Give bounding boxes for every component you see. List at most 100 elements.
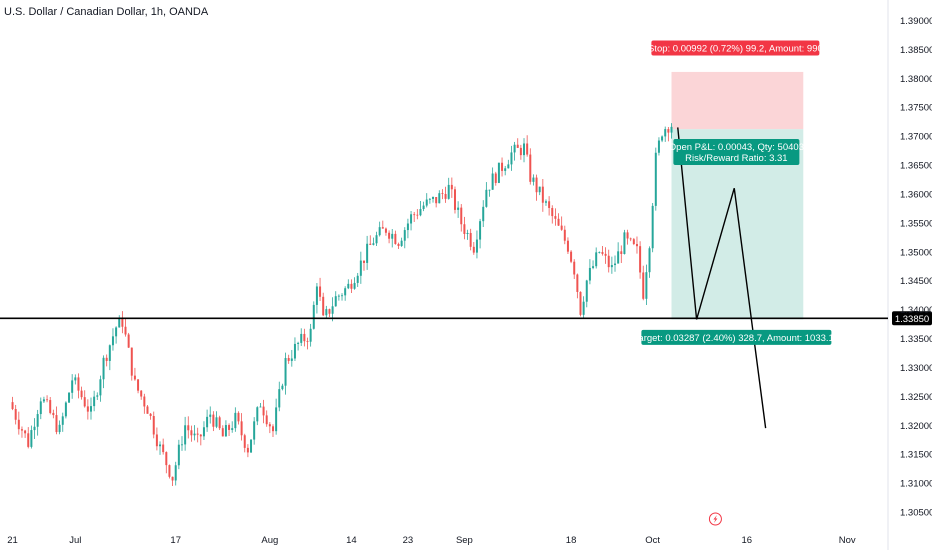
candle-body <box>256 407 259 422</box>
candle-body <box>466 232 469 234</box>
candle-body <box>240 421 243 436</box>
candle-body <box>604 253 607 256</box>
candle-body <box>108 345 111 361</box>
candle-body <box>488 189 491 191</box>
candle-body <box>231 428 234 430</box>
time-tick-label: Sep <box>456 535 473 546</box>
candle-body <box>554 216 557 219</box>
pnl-label-text: Risk/Reward Ratio: 3.31 <box>685 153 787 164</box>
price-tick-label: 1.38000 <box>900 74 932 85</box>
candle-body <box>202 427 205 437</box>
price-tick-label: 1.35000 <box>900 247 932 258</box>
candle-body <box>607 255 610 268</box>
candle-body <box>595 252 598 267</box>
candle-body <box>419 209 422 216</box>
position-labels: Stop: 0.00992 (0.72%) 99.2, Amount: 990 O… <box>634 40 839 345</box>
candle-body <box>199 434 202 437</box>
candle-body <box>664 129 667 137</box>
candle-body <box>626 232 629 239</box>
candle-body <box>491 173 494 190</box>
candle-body <box>438 193 441 204</box>
candle-body <box>111 336 114 346</box>
candle-body <box>99 379 102 396</box>
price-tick-label: 1.33500 <box>900 334 932 345</box>
candle-body <box>36 414 39 427</box>
candle-body <box>290 358 293 361</box>
position-zones <box>671 71 804 320</box>
time-tick-label: 23 <box>403 535 414 546</box>
candle-body <box>610 265 613 268</box>
price-tick-label: 1.34000 <box>900 305 932 316</box>
candle-body <box>46 399 49 401</box>
candle-body <box>102 357 105 380</box>
candle-body <box>190 430 193 436</box>
candle-body <box>61 416 64 425</box>
candle-body <box>303 333 306 342</box>
candle-body <box>406 223 409 231</box>
candle-body <box>432 197 435 199</box>
candle-body <box>341 295 344 297</box>
candle-body <box>64 402 67 417</box>
candle-body <box>570 251 573 262</box>
candle-body <box>585 280 588 302</box>
candle-body <box>152 416 155 435</box>
candle-body <box>39 401 42 415</box>
candle-body <box>52 412 55 416</box>
candle-body <box>80 390 83 398</box>
symbol-title: U.S. Dollar / Canadian Dollar, 1h, OANDA <box>4 6 209 18</box>
candle-body <box>83 397 86 407</box>
candle-body <box>394 233 397 244</box>
candle-body <box>648 248 651 273</box>
price-tick-label: 1.39000 <box>900 16 932 27</box>
candle-body <box>325 309 328 316</box>
candle-body <box>93 396 96 407</box>
projection-path[interactable] <box>677 127 767 429</box>
time-tick-label: 21 <box>7 535 18 546</box>
candle-body <box>447 184 450 199</box>
candle-body <box>576 274 579 292</box>
candle-body <box>193 433 196 436</box>
candle-body <box>510 152 513 165</box>
candle-body <box>651 205 654 249</box>
candle-body <box>137 379 140 391</box>
price-tick-label: 1.35500 <box>900 218 932 229</box>
candle-body <box>184 425 187 445</box>
candle-body <box>548 201 551 208</box>
candle-body <box>422 205 425 210</box>
candle-body <box>661 136 664 141</box>
candle-body <box>397 243 400 246</box>
stop-loss-zone[interactable] <box>671 71 804 130</box>
time-axis: 21 Jul 17 Aug 14 23 Sep 18 Oct 16 Nov <box>7 535 856 546</box>
candle-body <box>642 272 645 299</box>
time-tick-label: Aug <box>261 535 278 546</box>
candle-body <box>475 239 478 253</box>
candle-body <box>573 261 576 275</box>
candle-body <box>275 407 278 432</box>
candle-body <box>541 186 544 203</box>
candle-body <box>118 317 121 328</box>
candle-body <box>334 296 337 307</box>
candle-body <box>243 435 246 448</box>
time-tick-label: Oct <box>645 535 660 546</box>
candle-body <box>485 189 488 207</box>
candle-body <box>526 143 529 155</box>
candle-body <box>450 184 453 190</box>
candle-body <box>501 162 504 171</box>
time-tick-label: 18 <box>566 535 577 546</box>
candle-body <box>388 232 391 239</box>
candle-body <box>215 417 218 427</box>
pnl-label-text: Open P&L: 0.00043, Qty: 50403 <box>669 142 804 153</box>
candle-body <box>519 147 522 156</box>
candle-body <box>497 162 500 183</box>
candle-body <box>400 240 403 246</box>
candle-body <box>306 341 309 342</box>
candle-body <box>344 288 347 296</box>
lightning-bolt-glyph <box>713 515 718 523</box>
candle-body <box>425 199 428 206</box>
candle-body <box>629 238 632 240</box>
candle-body <box>375 235 378 244</box>
candle-body <box>413 214 416 216</box>
candle-body <box>523 143 526 156</box>
